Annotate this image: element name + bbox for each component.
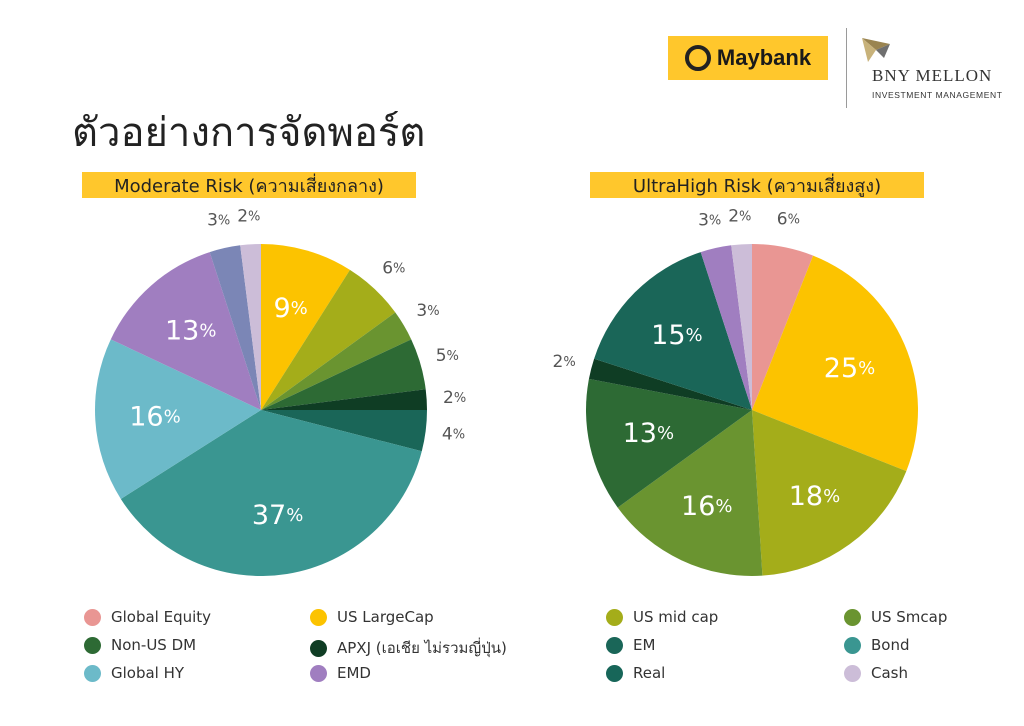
pie-slice-global-equity — [752, 244, 814, 410]
legend-item-non-us-dm: Non-US DM — [84, 636, 196, 654]
pie-slice-us-smcap — [261, 312, 412, 410]
pie-slice-us-largecap — [261, 244, 350, 410]
data-label-em: 4% — [442, 424, 465, 444]
legend-label: EMD — [337, 664, 371, 682]
pie-slice-cash — [731, 244, 752, 410]
legend-label: Non-US DM — [111, 636, 197, 654]
data-label-global-equity: 6% — [777, 209, 800, 229]
legend-item-us-smcap: US Smcap — [844, 608, 947, 626]
legend-item-emd: EMD — [310, 664, 371, 682]
bny-mellon-logo: BNY MELLON INVESTMENT MANAGEMENT — [860, 36, 1010, 106]
legend-item-global-hy: Global HY — [84, 664, 184, 682]
data-label-apxj: 2% — [443, 388, 466, 408]
bny-logo-name: BNY MELLON — [872, 66, 993, 85]
data-label-us-smcap: 3% — [416, 301, 439, 321]
pie-slice-apxj — [588, 358, 752, 410]
tiger-emblem-icon — [684, 45, 711, 71]
legend-label: APXJ (เอเชีย ไม่รวมญี่ปุ่น) — [337, 639, 507, 657]
pie-moderate: 9% 6% 3% 5% 2% 4% 37% 16% 13% 3% 2% — [95, 206, 466, 576]
legend-swatch-icon — [84, 636, 101, 654]
legend-item-real: Real — [606, 664, 665, 682]
legend-swatch-icon — [844, 608, 861, 626]
data-label-non-us-dm: 5% — [436, 346, 459, 366]
data-label-emd: 3% — [698, 211, 721, 231]
data-label-global-hy: 16% — [129, 401, 180, 432]
pie-slice-em — [594, 252, 752, 410]
chart-title-moderate: Moderate Risk (ความเสี่ยงกลาง) — [82, 172, 416, 198]
pie-slice-us-smcap — [617, 410, 763, 576]
legend-swatch-icon — [84, 664, 101, 682]
bny-mark-icon — [862, 38, 890, 62]
legend-swatch-icon — [84, 608, 101, 626]
logo-divider — [846, 28, 847, 108]
pie-slice-emd — [110, 252, 261, 410]
legend-item-apxj: APXJ (เอเชีย ไม่รวมญี่ปุ่น) — [310, 636, 507, 660]
legend-label: US Smcap — [871, 608, 948, 626]
legend-label: US LargeCap — [337, 608, 434, 626]
pie-slice-emd — [700, 245, 752, 410]
legend-label: Global HY — [111, 664, 185, 682]
pie-slice-bond — [120, 410, 422, 576]
legend-item-us-largecap: US LargeCap — [310, 608, 434, 626]
data-label-cash: 2% — [237, 206, 260, 226]
legend-item-em: EM — [606, 636, 655, 654]
pie-slice-apxj — [261, 389, 427, 410]
legend-swatch-icon — [606, 636, 623, 654]
legend-swatch-icon — [310, 608, 327, 626]
legend-item-global-equity: Global Equity — [84, 608, 211, 626]
pie-ultrahigh: 6% 25% 18% 16% 13% 2% 15% 3% 2% — [553, 206, 918, 576]
data-label-non-us-dm: 13% — [623, 418, 674, 449]
pie-slice-cash — [240, 244, 261, 410]
pie-slice-non-us-dm — [261, 339, 426, 410]
legend-label: Cash — [871, 664, 908, 682]
maybank-logo-text: Maybank — [716, 45, 812, 70]
legend-swatch-icon — [844, 636, 861, 654]
legend-label: Global Equity — [111, 608, 212, 626]
legend-label: EM — [633, 636, 656, 654]
legend-swatch-icon — [310, 664, 327, 682]
legend-label: US mid cap — [633, 608, 719, 626]
data-label-cash: 2% — [728, 206, 751, 226]
legend-item-cash: Cash — [844, 664, 908, 682]
chart-title-ultrahigh: UltraHigh Risk (ความเสี่ยงสูง) — [590, 172, 924, 198]
data-label-emd: 13% — [165, 315, 216, 346]
legend-swatch-icon — [606, 664, 623, 682]
pie-slice-us-mid-cap — [752, 410, 907, 576]
page-title: ตัวอย่างการจัดพอร์ต — [72, 110, 426, 156]
data-label-us-largecap: 25% — [824, 352, 875, 383]
data-label-apxj: 2% — [553, 352, 576, 372]
legend-label: Bond — [871, 636, 910, 654]
data-label-us-mid-cap: 18% — [789, 480, 840, 511]
data-label-real: 3% — [207, 211, 230, 231]
pie-slice-global-hy — [95, 339, 262, 499]
pie-slice-real — [209, 245, 261, 410]
data-label-em: 15% — [651, 319, 702, 350]
pie-slice-non-us-dm — [586, 378, 752, 508]
legend-swatch-icon — [606, 608, 623, 626]
maybank-logo: Maybank — [668, 36, 828, 80]
data-label-us-largecap: 9% — [273, 292, 307, 323]
bny-logo-sub: INVESTMENT MANAGEMENT — [872, 90, 1003, 100]
legend-swatch-icon — [310, 639, 327, 657]
legend: Global Equity US LargeCap US mid cap US Smc… — [0, 608, 1024, 708]
legend-item-bond: Bond — [844, 636, 910, 654]
data-label-us-mid-cap: 6% — [382, 259, 405, 279]
legend-label: Real — [633, 664, 666, 682]
pie-slice-em — [261, 410, 427, 452]
pie-slice-us-largecap — [752, 255, 918, 472]
legend-swatch-icon — [844, 664, 861, 682]
pie-slice-us-mid-cap — [261, 269, 396, 410]
data-label-bond: 37% — [252, 499, 303, 530]
data-label-us-smcap: 16% — [681, 491, 732, 522]
legend-item-us-mid-cap: US mid cap — [606, 608, 718, 626]
